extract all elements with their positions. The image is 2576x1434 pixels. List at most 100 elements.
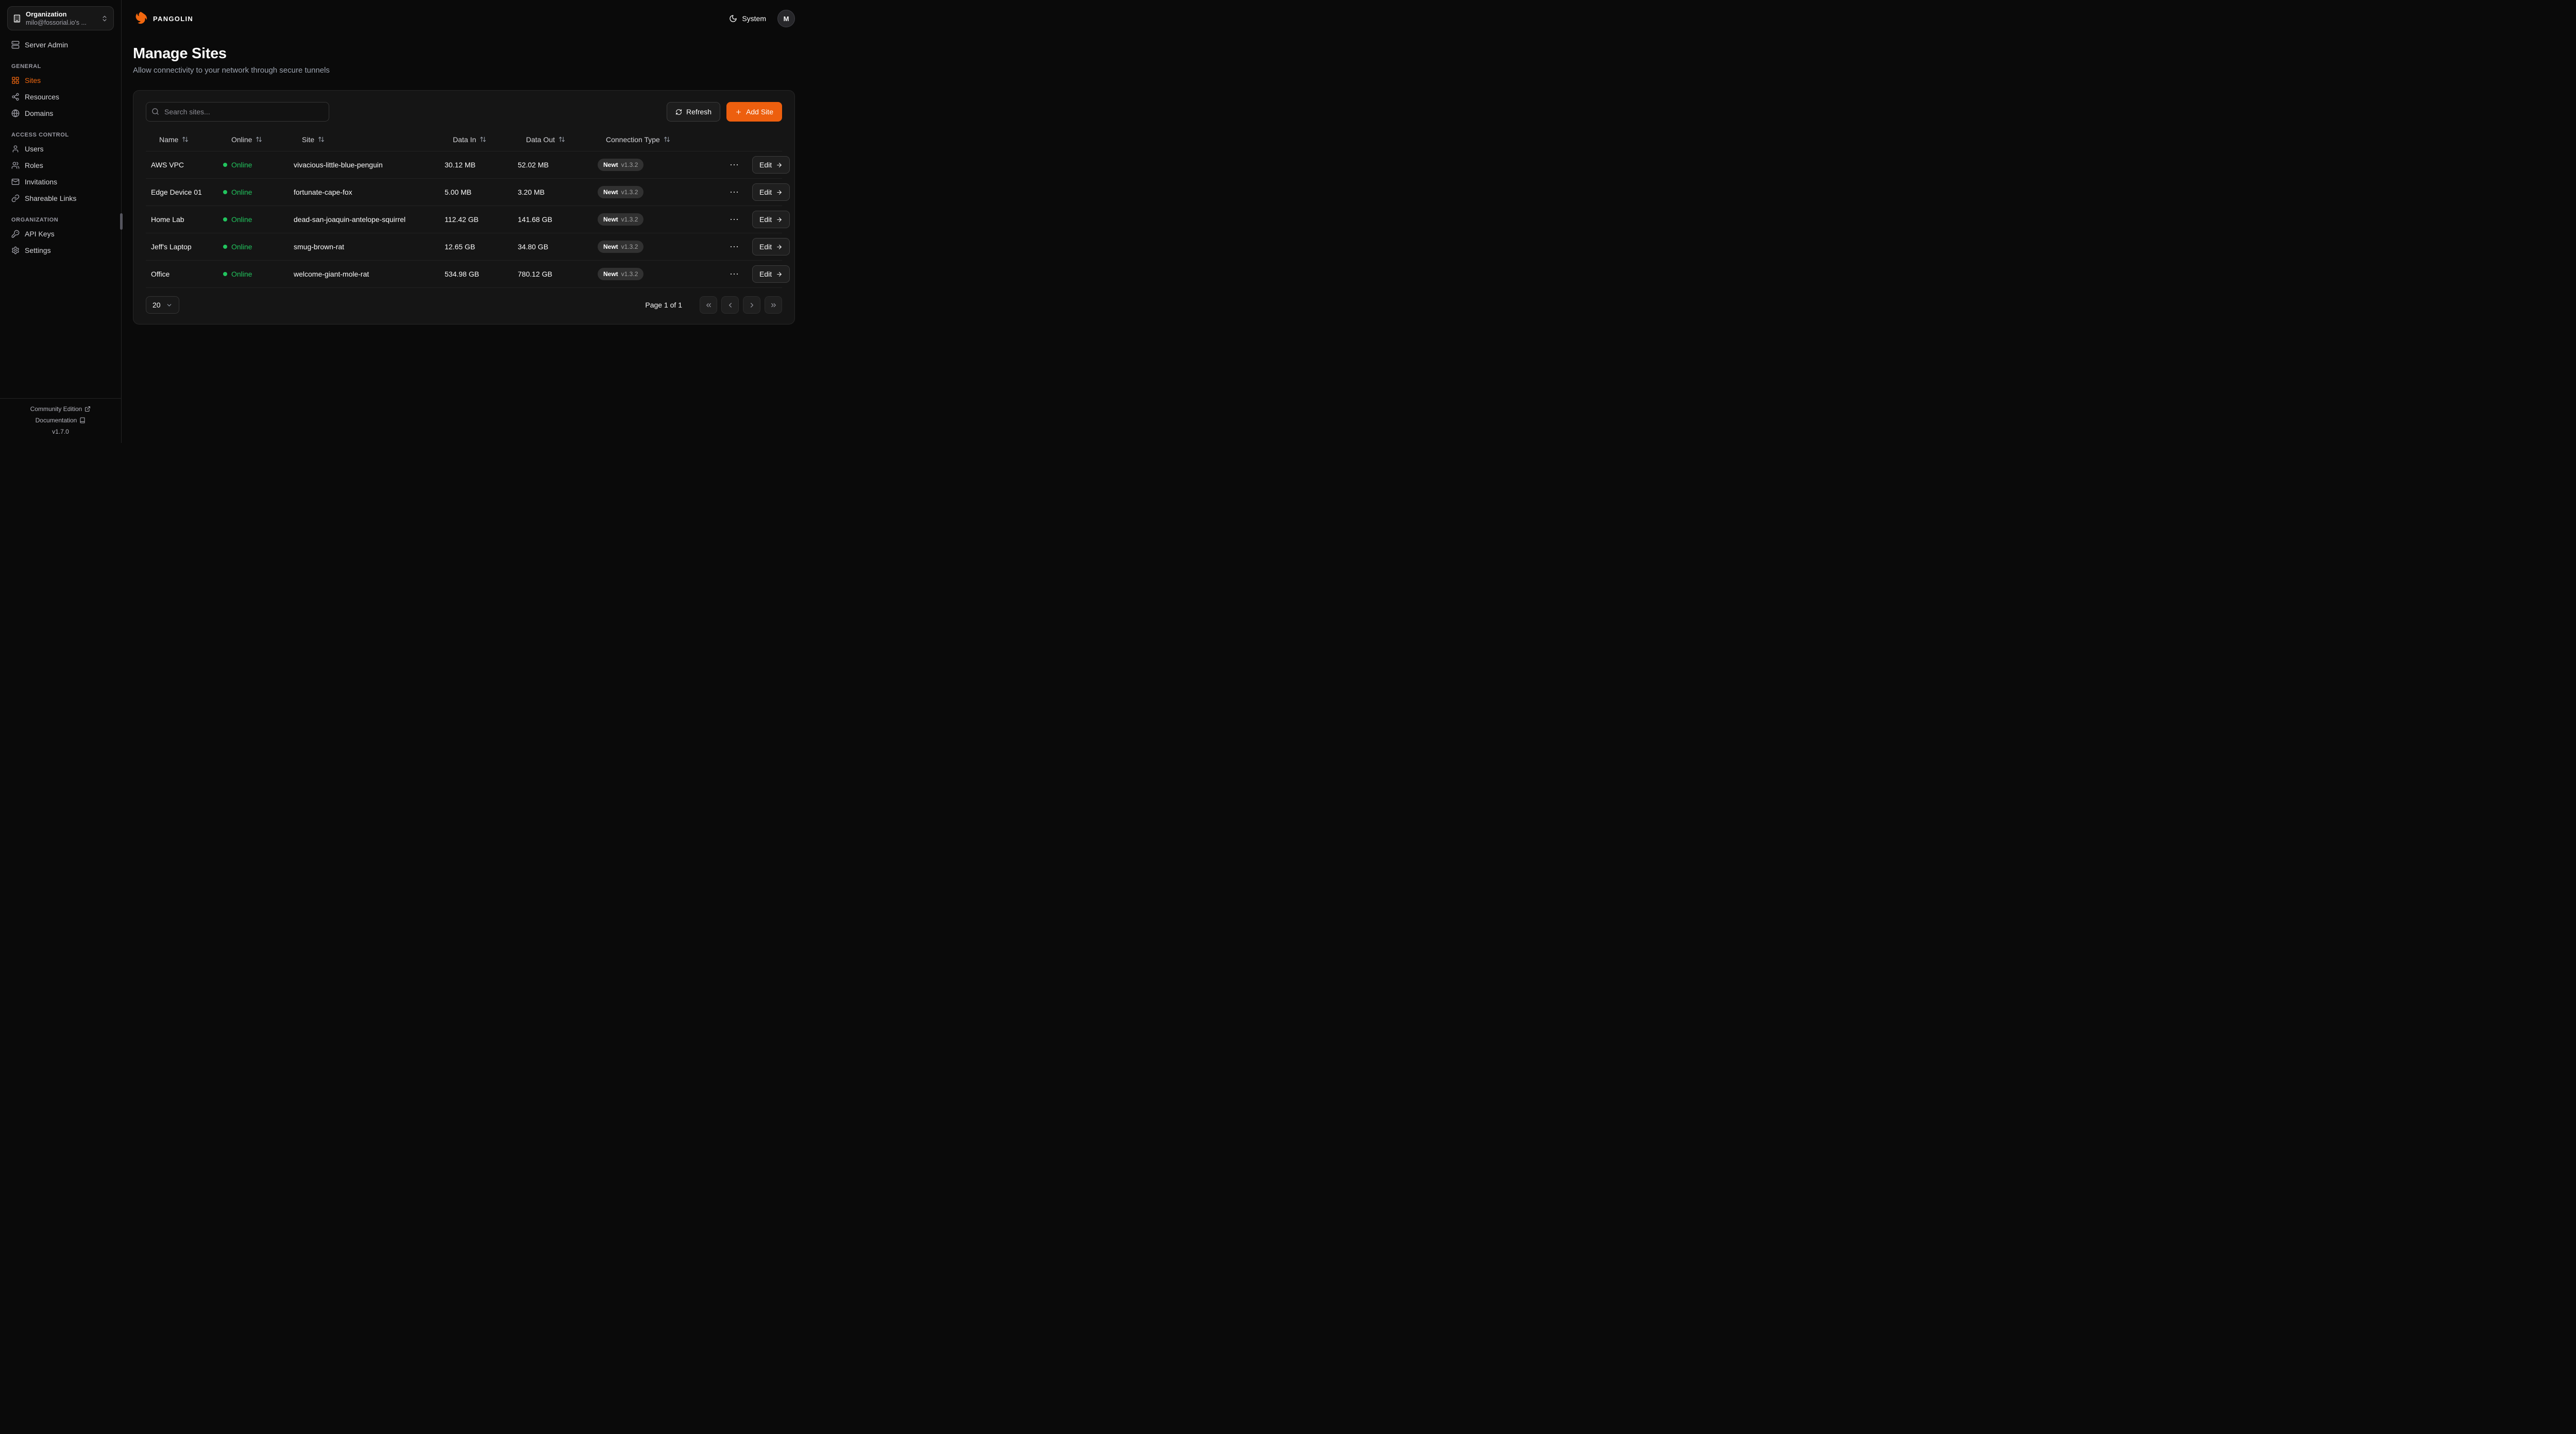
row-menu-button[interactable]: ⋯ xyxy=(726,213,742,226)
chevrons-left-icon xyxy=(706,303,711,307)
sidebar-item-invitations[interactable]: Invitations xyxy=(7,174,114,190)
cell-name: AWS VPC xyxy=(151,161,184,169)
edit-label: Edit xyxy=(759,270,772,278)
column-label: Data Out xyxy=(526,135,555,144)
cell-actions: ⋯ Edit xyxy=(726,211,791,228)
previous-page-button[interactable] xyxy=(721,296,739,314)
pagination: Page 1 of 1 xyxy=(645,296,782,314)
theme-toggle[interactable]: System xyxy=(729,14,766,23)
cell-site: smug-brown-rat xyxy=(294,243,345,251)
row-menu-button[interactable]: ⋯ xyxy=(726,240,742,253)
cell-data-out: 141.68 GB xyxy=(518,215,552,224)
column-header-online[interactable]: Online xyxy=(223,135,294,144)
online-status-dot xyxy=(223,190,227,194)
sidebar-item-domains[interactable]: Domains xyxy=(7,105,114,122)
users-icon xyxy=(11,162,20,169)
table-row: Office Online welcome-giant-mole-rat 534… xyxy=(146,261,790,288)
chevrons-up-down-icon xyxy=(103,15,107,21)
connection-version: v1.3.2 xyxy=(621,243,638,250)
edit-button[interactable]: Edit xyxy=(752,238,790,255)
sidebar-item-sites[interactable]: Sites xyxy=(7,72,114,89)
cell-data-in: 5.00 MB xyxy=(445,188,472,196)
cell-site: vivacious-little-blue-penguin xyxy=(294,161,383,169)
page-subtitle: Allow connectivity to your network throu… xyxy=(133,66,330,75)
avatar[interactable]: M xyxy=(777,10,795,27)
last-page-button[interactable] xyxy=(765,296,782,314)
row-menu-button[interactable]: ⋯ xyxy=(726,158,742,172)
first-page-button[interactable] xyxy=(700,296,717,314)
sidebar-item-label: Resources xyxy=(25,93,59,101)
documentation-link[interactable]: Documentation xyxy=(36,417,86,424)
org-selector[interactable]: Organization milo@fossorial.io's ... xyxy=(7,6,114,30)
sidebar-item-server-admin[interactable]: Server Admin xyxy=(7,37,114,53)
org-subtitle: milo@fossorial.io's ... xyxy=(26,19,87,26)
external-link-icon xyxy=(85,406,91,412)
sidebar-resize-handle[interactable] xyxy=(120,213,123,230)
sidebar-item-roles[interactable]: Roles xyxy=(7,157,114,174)
sort-icon xyxy=(182,136,189,142)
next-page-button[interactable] xyxy=(743,296,760,314)
connection-version: v1.3.2 xyxy=(621,189,638,196)
brand-name: PANGOLIN xyxy=(153,14,194,23)
sidebar-item-users[interactable]: Users xyxy=(7,141,114,157)
edit-label: Edit xyxy=(759,243,772,251)
connection-name: Newt xyxy=(603,270,618,278)
column-header-name[interactable]: Name xyxy=(151,135,223,144)
pangolin-logo-icon xyxy=(135,11,147,24)
add-site-button[interactable]: Add Site xyxy=(726,102,782,122)
column-header-connection-type[interactable]: Connection Type xyxy=(598,135,726,144)
sidebar-item-shareable-links[interactable]: Shareable Links xyxy=(7,190,114,207)
connection-name: Newt xyxy=(603,243,618,250)
edit-button[interactable]: Edit xyxy=(752,156,790,174)
sites-card: Refresh Add Site Name Online xyxy=(133,90,795,325)
connection-type-badge: Newt v1.3.2 xyxy=(598,186,644,198)
online-status-dot xyxy=(223,163,227,167)
column-header-site[interactable]: Site xyxy=(294,135,445,144)
sidebar: Organization milo@fossorial.io's ... Ser… xyxy=(0,0,123,443)
chevron-down-icon xyxy=(167,303,171,306)
search-input[interactable] xyxy=(146,102,329,122)
community-edition-link[interactable]: Community Edition xyxy=(30,405,91,413)
row-menu-button[interactable]: ⋯ xyxy=(726,185,742,199)
column-header-data-in[interactable]: Data In xyxy=(445,135,518,144)
add-site-label: Add Site xyxy=(746,108,773,116)
connection-name: Newt xyxy=(603,189,618,196)
sidebar-item-api-keys[interactable]: API Keys xyxy=(7,226,114,242)
search-box xyxy=(146,102,329,122)
arrow-right-icon xyxy=(777,162,782,167)
sidebar-item-resources[interactable]: Resources xyxy=(7,89,114,105)
cell-name: Edge Device 01 xyxy=(151,188,202,196)
connection-version: v1.3.2 xyxy=(621,161,638,168)
cell-actions: ⋯ Edit xyxy=(726,238,791,255)
sort-icon xyxy=(256,136,262,142)
page-size-select[interactable]: 20 xyxy=(146,296,179,314)
cell-connection-type: Newt v1.3.2 xyxy=(598,241,726,253)
cell-online: Online xyxy=(223,243,294,251)
online-status-dot xyxy=(223,217,227,221)
sidebar-item-label: Settings xyxy=(25,246,51,254)
section-label-general: GENERAL xyxy=(11,63,41,70)
cell-actions: ⋯ Edit xyxy=(726,183,791,201)
online-status-dot xyxy=(223,272,227,276)
edit-button[interactable]: Edit xyxy=(752,265,790,283)
cell-connection-type: Newt v1.3.2 xyxy=(598,186,726,198)
edit-button[interactable]: Edit xyxy=(752,211,790,228)
table-header: Name Online Site Data In Data Out xyxy=(146,128,782,151)
cell-site: welcome-giant-mole-rat xyxy=(294,270,369,278)
sidebar-item-settings[interactable]: Settings xyxy=(7,242,114,259)
edit-button[interactable]: Edit xyxy=(752,183,790,201)
connection-type-badge: Newt v1.3.2 xyxy=(598,213,644,226)
sort-icon xyxy=(664,136,670,142)
server-icon xyxy=(11,41,20,49)
column-header-data-out[interactable]: Data Out xyxy=(518,135,598,144)
community-edition-label: Community Edition xyxy=(30,405,82,413)
cell-online: Online xyxy=(223,215,294,224)
search-icon xyxy=(152,108,159,115)
refresh-button[interactable]: Refresh xyxy=(667,102,721,122)
cell-connection-type: Newt v1.3.2 xyxy=(598,268,726,280)
row-menu-button[interactable]: ⋯ xyxy=(726,267,742,281)
sidebar-item-label: API Keys xyxy=(25,230,55,238)
cell-name: Office xyxy=(151,270,170,278)
column-label: Online xyxy=(231,135,252,144)
plus-icon xyxy=(736,109,741,114)
